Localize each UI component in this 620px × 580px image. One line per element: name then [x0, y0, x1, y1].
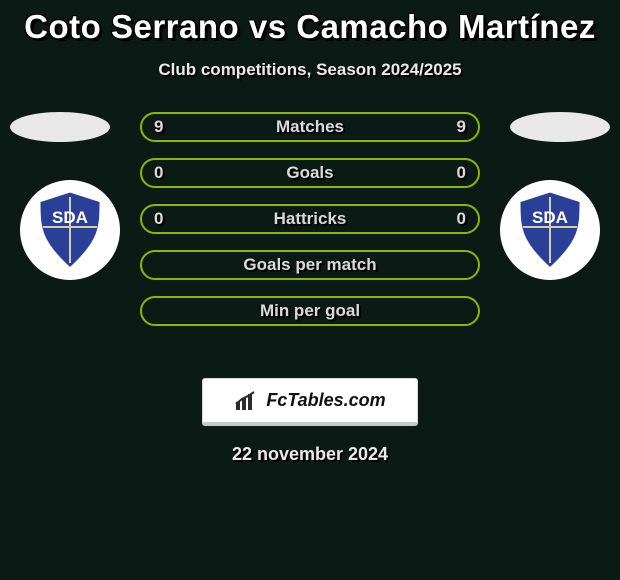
stat-label: Goals — [192, 163, 428, 183]
page-title: Coto Serrano vs Camacho Martínez — [0, 0, 620, 46]
stat-row-min-per-goal: Min per goal — [140, 296, 480, 326]
stat-row-goals: 0 Goals 0 — [140, 158, 480, 188]
stat-label: Min per goal — [142, 301, 478, 321]
brand-label: FcTables.com — [266, 390, 385, 411]
bars-icon — [234, 390, 260, 412]
club-shield-icon: SDA — [507, 187, 593, 273]
svg-text:SDA: SDA — [532, 208, 568, 227]
stat-label: Hattricks — [192, 209, 428, 229]
player-avatar-right — [510, 112, 610, 142]
footer-date: 22 november 2024 — [0, 444, 620, 465]
stat-label: Goals per match — [142, 255, 478, 275]
stat-row-matches: 9 Matches 9 — [140, 112, 480, 142]
stat-right-value: 0 — [428, 209, 478, 229]
stat-row-hattricks: 0 Hattricks 0 — [140, 204, 480, 234]
club-badge-right: SDA — [500, 180, 600, 280]
stat-row-goals-per-match: Goals per match — [140, 250, 480, 280]
page-subtitle: Club competitions, Season 2024/2025 — [0, 60, 620, 80]
stat-right-value: 9 — [428, 117, 478, 137]
stat-left-value: 0 — [142, 163, 192, 183]
brand-card: FcTables.com — [202, 378, 418, 426]
player-avatar-left — [10, 112, 110, 142]
comparison-stage: SDA SDA 9 Matches 9 0 Goals 0 0 Hattrick… — [0, 112, 620, 362]
stat-right-value: 0 — [428, 163, 478, 183]
stat-left-value: 0 — [142, 209, 192, 229]
stat-label: Matches — [192, 117, 428, 137]
stats-bars: 9 Matches 9 0 Goals 0 0 Hattricks 0 Goal… — [140, 112, 480, 326]
club-badge-left: SDA — [20, 180, 120, 280]
stat-left-value: 9 — [142, 117, 192, 137]
svg-text:SDA: SDA — [52, 208, 88, 227]
club-shield-icon: SDA — [27, 187, 113, 273]
